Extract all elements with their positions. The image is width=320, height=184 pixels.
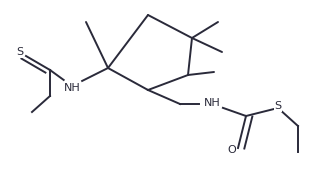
Text: NH: NH <box>204 98 220 108</box>
Text: S: S <box>275 101 282 111</box>
Text: NH: NH <box>64 83 80 93</box>
Text: O: O <box>228 145 236 155</box>
Text: S: S <box>16 47 24 57</box>
